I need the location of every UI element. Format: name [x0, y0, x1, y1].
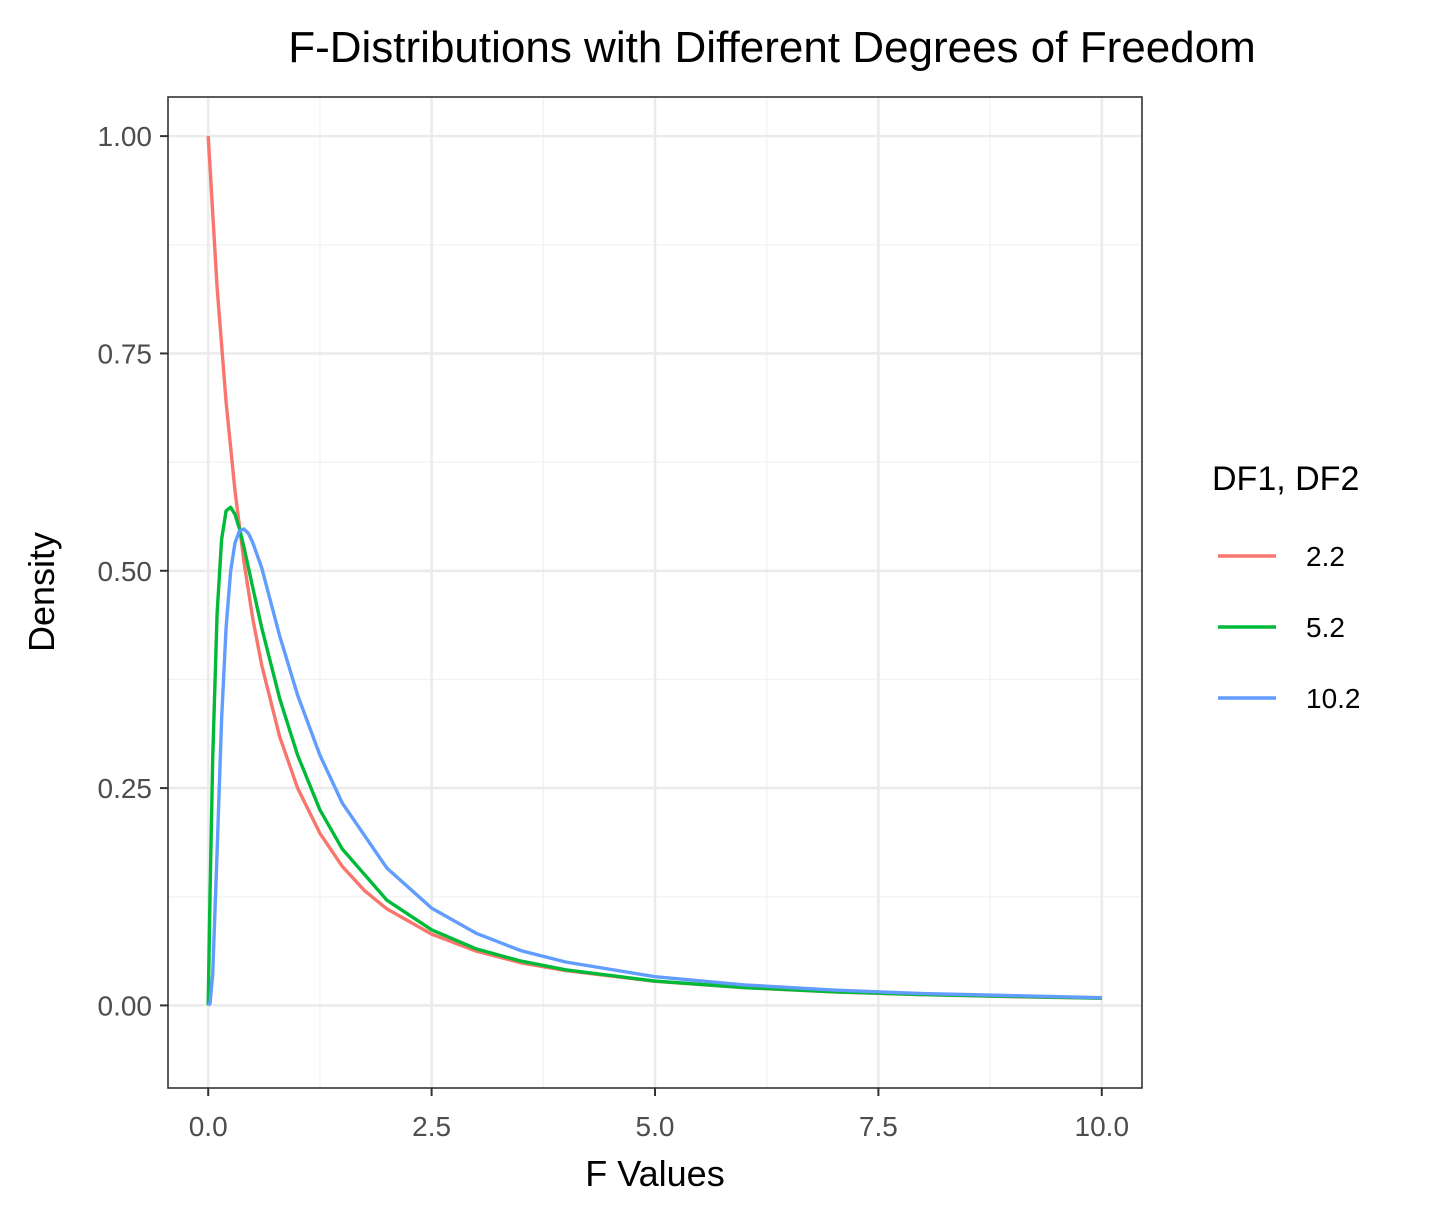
legend-label: 2.2	[1306, 541, 1345, 572]
series-lines	[206, 136, 1102, 1007]
x-tick-label: 2.5	[412, 1111, 451, 1142]
y-axis-title: Density	[21, 532, 62, 652]
legend-items: 2.2 5.2 10.2	[1218, 541, 1361, 714]
x-axis: 0.0 2.5 5.0 7.5 10.0	[189, 1088, 1129, 1142]
y-tick-label: 0.25	[98, 773, 153, 804]
x-tick-label: 10.0	[1075, 1111, 1130, 1142]
x-axis-title: F Values	[585, 1153, 724, 1194]
chart-title: F-Distributions with Different Degrees o…	[288, 23, 1256, 72]
legend-label: 5.2	[1306, 612, 1345, 643]
legend-label: 10.2	[1306, 683, 1361, 714]
plot-panel	[167, 96, 1143, 1089]
x-tick-label: 5.0	[636, 1111, 675, 1142]
y-axis: 0.00 0.25 0.50 0.75 1.00	[98, 121, 168, 1021]
legend: DF1, DF2 2.2 5.2 10.2	[1212, 460, 1361, 714]
series-line-5-2	[206, 505, 1102, 1006]
x-tick-label: 7.5	[859, 1111, 898, 1142]
y-tick-label: 1.00	[98, 121, 153, 152]
y-tick-label: 0.00	[98, 990, 153, 1021]
y-tick-label: 0.75	[98, 338, 153, 369]
x-tick-label: 0.0	[189, 1111, 228, 1142]
y-tick-label: 0.50	[98, 556, 153, 587]
series-line-10-2	[207, 527, 1102, 1007]
legend-title: DF1, DF2	[1212, 460, 1359, 498]
